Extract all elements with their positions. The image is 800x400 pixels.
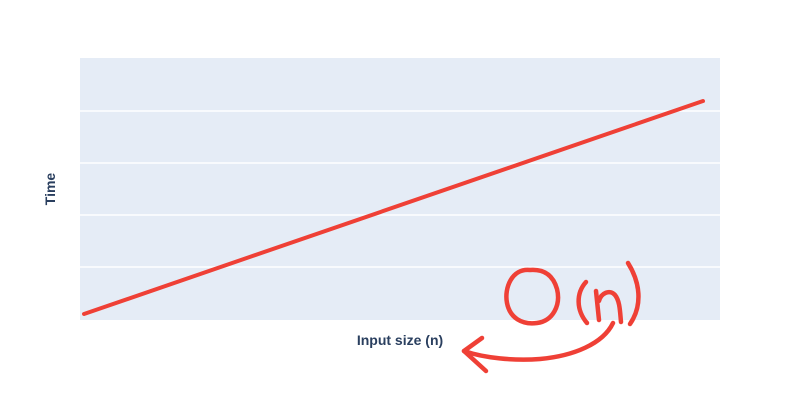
annotation-arrow-head <box>461 335 489 374</box>
handwritten-annotation <box>461 260 641 374</box>
annotation-letter-o <box>504 267 561 326</box>
annotation-arrow-curve <box>461 320 616 362</box>
x-axis-title: Input size (n) <box>357 332 443 348</box>
series-line <box>82 99 705 316</box>
grid-lines <box>80 110 720 268</box>
annotation-letter-n <box>593 288 624 325</box>
y-axis-title: Time <box>42 173 58 206</box>
plot-background <box>80 58 720 320</box>
series-layer <box>82 99 705 316</box>
annotation-right-paren <box>625 260 641 327</box>
annotation-left-paren <box>576 279 590 326</box>
